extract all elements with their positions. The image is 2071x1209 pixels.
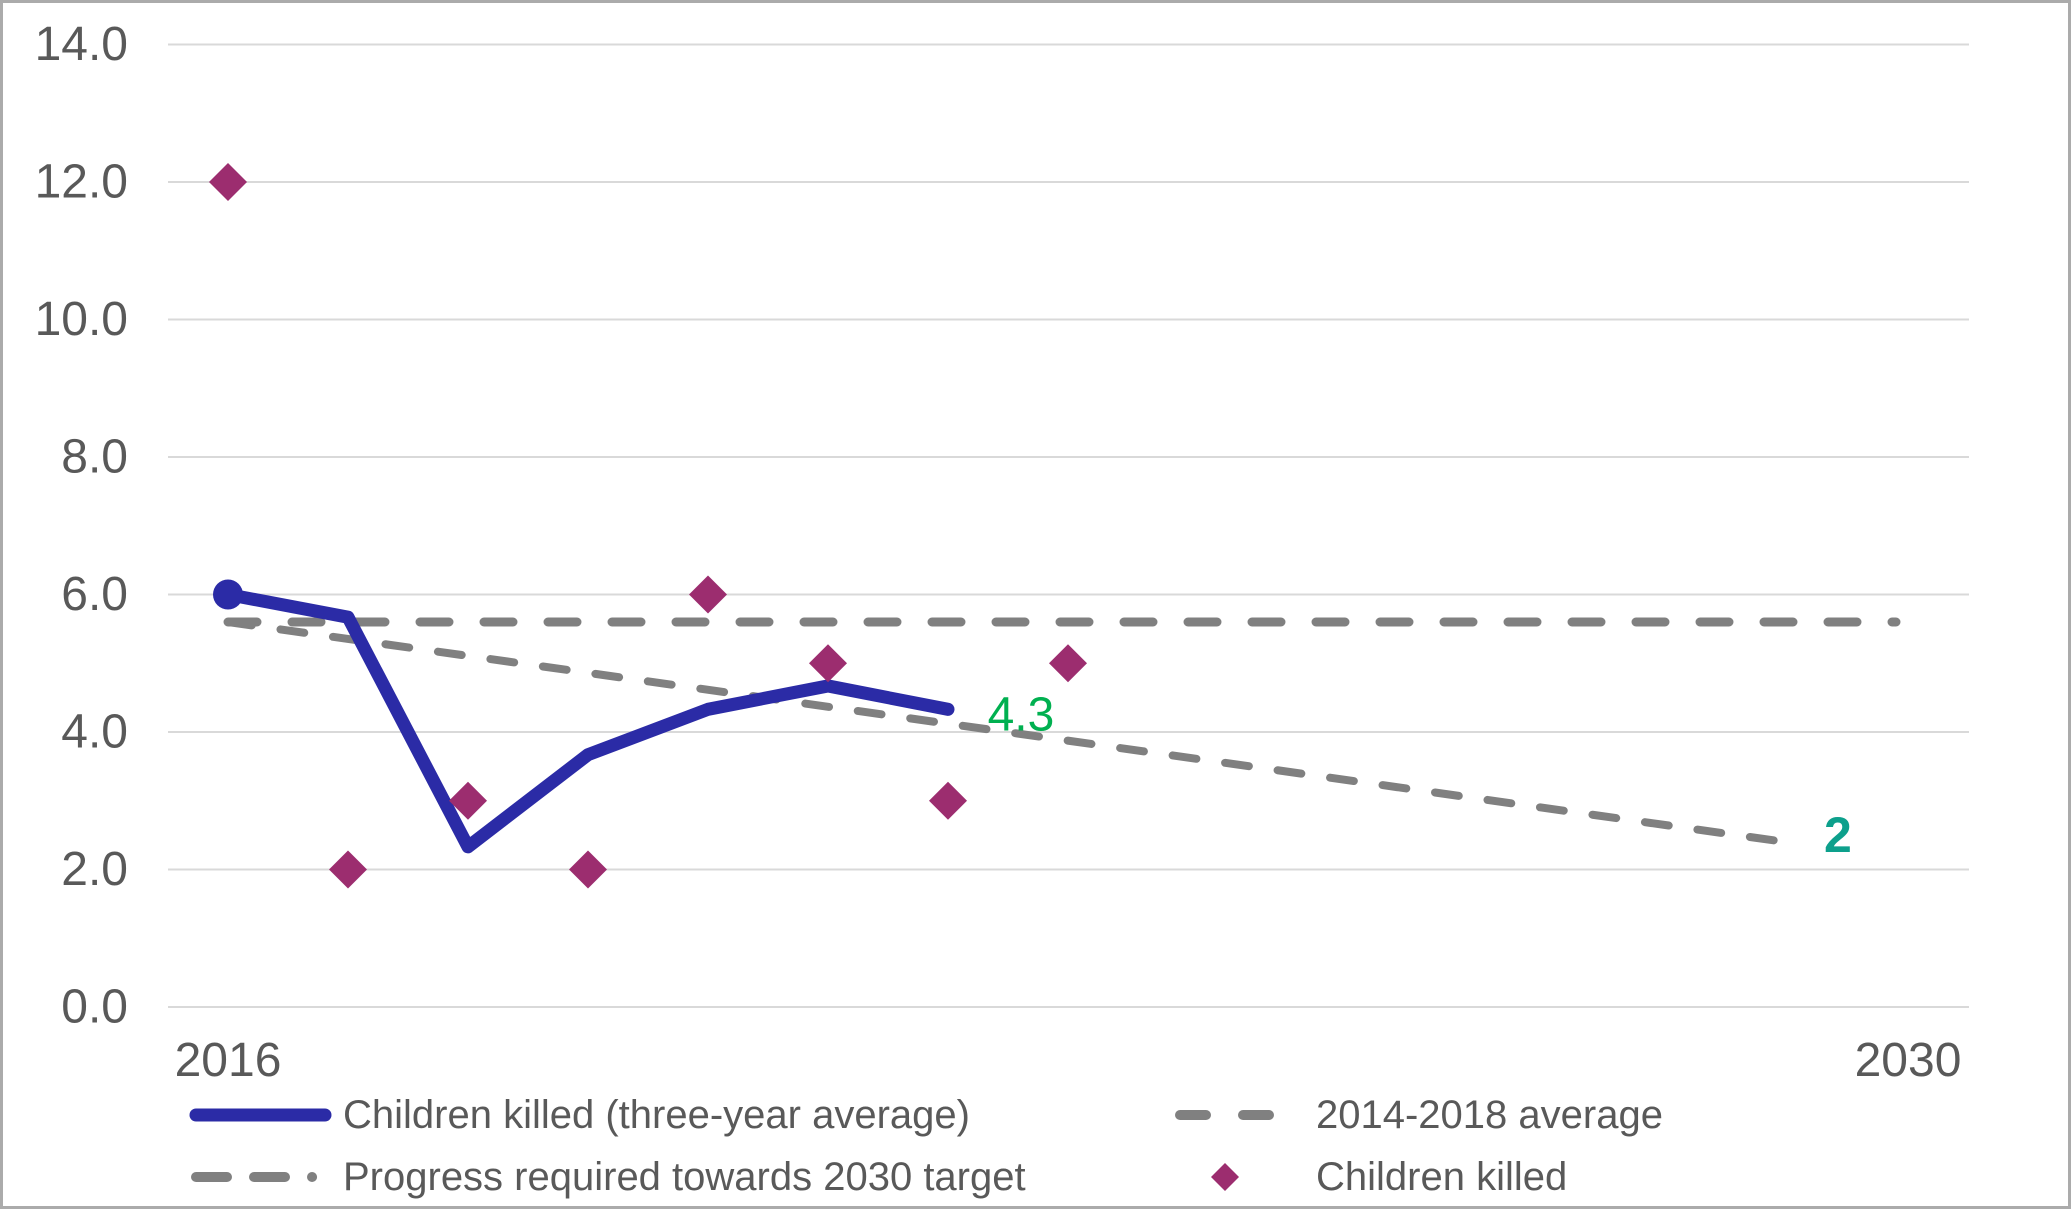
y-tick-label-10.0: 10.0 (35, 293, 128, 346)
legend-label: Children killed (three-year average) (343, 1093, 970, 1137)
chart-plot-area: 0.0 2.0 4.0 6.0 8.0 10.0 12.0 14.0 2016 2030 4.3 2 (35, 18, 1969, 1087)
data-point-children-killed-2022 (929, 781, 967, 820)
series-line-children-killed-three-year-average- (221, 588, 955, 854)
data-point-children-killed-2020 (689, 575, 727, 614)
y-tick-label-12.0: 12.0 (35, 156, 128, 209)
y-tick-label-2.0: 2.0 (61, 843, 128, 896)
data-point-children-killed-2018 (449, 781, 487, 820)
solid-line-swatch-icon (189, 1108, 332, 1122)
legend-item-children-killed: Children killed (1175, 1155, 1567, 1199)
data-point-children-killed-2021 (809, 644, 847, 683)
legend-label: Progress required towards 2030 target (343, 1155, 1026, 1199)
legend-item-three-year-average: Children killed (three-year average) (188, 1093, 970, 1137)
y-tick-label-4.0: 4.0 (61, 706, 128, 759)
legend-item-progress-required: Progress required towards 2030 target (188, 1155, 1026, 1199)
data-point-children-killed-2023 (1049, 644, 1087, 683)
data-point-children-killed-2016 (209, 163, 247, 201)
annotation-2: 2 (1824, 807, 1852, 863)
data-point-children-killed-2017 (329, 850, 367, 889)
x-tick-label-2016: 2016 (175, 1034, 282, 1087)
y-tick-label-6.0: 6.0 (61, 568, 128, 621)
legend-item-2014-2018-average: 2014-2018 average (1175, 1093, 1663, 1137)
data-point-children-killed-2019 (569, 850, 607, 889)
annotation-4-3: 4.3 (988, 688, 1055, 741)
y-tick-label-8.0: 8.0 (61, 431, 128, 484)
legend-label: Children killed (1316, 1155, 1568, 1199)
series-start-marker (213, 579, 243, 610)
diamond-swatch-icon (1211, 1163, 1239, 1191)
long-dash-line-swatch-icon (1175, 1110, 1275, 1120)
y-tick-label-14.0: 14.0 (35, 18, 128, 71)
dashed-line-swatch-icon (191, 1172, 333, 1182)
series-dashed-line-progress-required-towards-2030-target (224, 618, 1804, 849)
x-tick-label-2030: 2030 (1855, 1034, 1962, 1087)
legend-label: 2014-2018 average (1316, 1093, 1663, 1137)
y-tick-label-0.0: 0.0 (61, 981, 128, 1034)
